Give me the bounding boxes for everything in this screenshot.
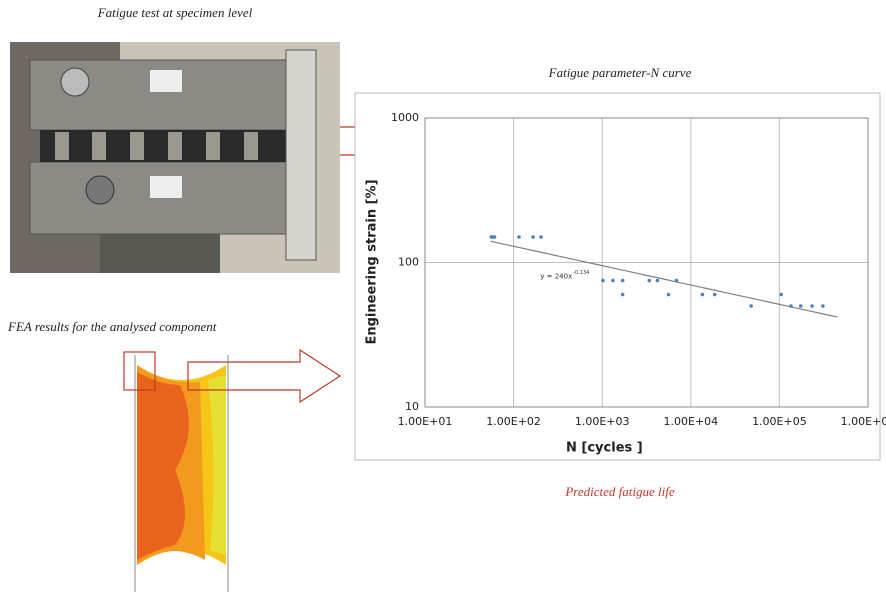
data-point [675, 279, 679, 283]
x-tick-label: 1.00E+01 [398, 415, 453, 428]
data-point [821, 304, 825, 308]
data-point [539, 235, 543, 239]
data-point [493, 235, 497, 239]
x-tick-label: 1.00E+06 [841, 415, 886, 428]
connector [340, 127, 355, 155]
result-caption: Predicted fatigue life [564, 484, 674, 499]
data-point [701, 293, 705, 297]
data-point [749, 304, 753, 308]
data-point [531, 235, 535, 239]
y-tick-label: 1000 [391, 111, 419, 124]
x-tick-label: 1.00E+05 [752, 415, 807, 428]
test-photo [10, 42, 340, 273]
data-point [647, 279, 651, 283]
trendline-exponent: -0.134 [573, 270, 589, 276]
page: Fatigue test at specimen level Fatigue p… [0, 0, 886, 592]
figure: Fatigue test at specimen level Fatigue p… [0, 0, 886, 592]
chart-frame [355, 93, 880, 460]
data-point [656, 279, 660, 283]
trendline-label: y = 240x [540, 273, 572, 281]
fea-image [124, 350, 340, 592]
photo-caption: Fatigue test at specimen level [97, 5, 253, 20]
data-point [611, 279, 615, 283]
data-point [621, 279, 625, 283]
data-point [621, 293, 625, 297]
x-tick-label: 1.00E+04 [663, 415, 718, 428]
fea-caption: FEA results for the analysed component [7, 319, 217, 334]
data-point [517, 235, 521, 239]
y-tick-label: 10 [405, 400, 419, 413]
data-point [713, 293, 717, 297]
y-axis-label: Engineering strain [%] [365, 179, 380, 344]
data-point [667, 293, 671, 297]
data-point [601, 279, 605, 283]
x-tick-label: 1.00E+03 [575, 415, 630, 428]
x-axis-label: N [cycles ] [566, 441, 643, 456]
x-tick-label: 1.00E+02 [486, 415, 541, 428]
data-point [799, 304, 803, 308]
data-point [779, 293, 783, 297]
data-point [789, 304, 793, 308]
chart-title: Fatigue parameter-N curve [548, 65, 692, 80]
y-tick-label: 100 [398, 256, 419, 269]
data-point [810, 304, 814, 308]
